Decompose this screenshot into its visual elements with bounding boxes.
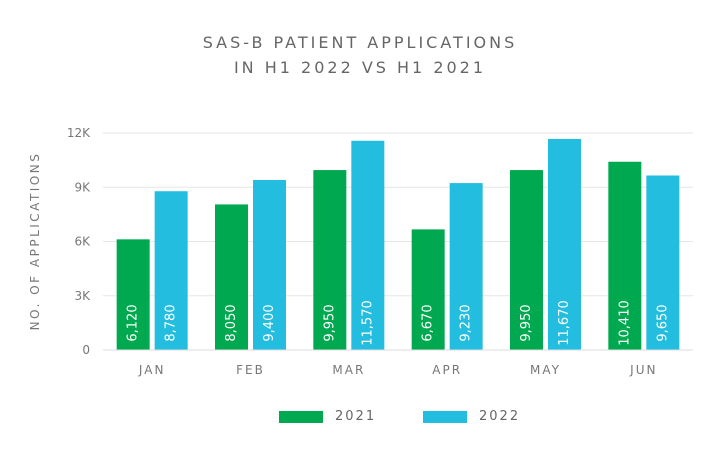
data-label: 11,670	[557, 300, 572, 346]
y-tick-label: 3K	[74, 289, 91, 303]
bar-2021-may	[510, 170, 543, 350]
legend-item-2021: 2021	[279, 409, 376, 424]
bar-2022-jan	[154, 191, 188, 350]
data-label: 8,050	[224, 304, 239, 341]
x-tick-label: APR	[432, 363, 462, 377]
x-tick-label: JAN	[138, 363, 166, 377]
x-tick-label: MAR	[332, 363, 365, 377]
data-label: 6,120	[126, 304, 141, 341]
bar-2021-jun	[608, 161, 642, 350]
bar-2021-apr	[411, 229, 445, 350]
x-tick-label: FEB	[236, 363, 265, 377]
y-tick-label: 9K	[74, 180, 91, 194]
data-label: 8,780	[164, 304, 179, 341]
bar-2022-feb	[253, 180, 286, 350]
bar-2021-jan	[116, 239, 150, 350]
bar-2022-jun	[646, 175, 680, 350]
legend-label-2021: 2021	[335, 409, 377, 424]
bar-2021-mar	[313, 170, 347, 350]
chart-title: SAS-B PATIENT APPLICATIONS	[202, 33, 518, 52]
bar-2022-mar	[351, 140, 385, 350]
data-label: 6,670	[421, 304, 436, 341]
bar-2022-may	[548, 138, 581, 350]
x-tick-label: MAY	[530, 363, 561, 377]
y-axis-label: NO. OF APPLICATIONS	[28, 152, 42, 331]
legend-swatch-2022	[423, 410, 467, 423]
data-label: 10,410	[617, 300, 632, 346]
data-label: 9,230	[459, 304, 474, 341]
legend-swatch-2021	[279, 410, 323, 423]
x-tick-label: JUN	[629, 363, 657, 377]
data-label: 9,950	[519, 304, 534, 341]
data-label: 11,570	[360, 300, 375, 346]
data-label: 9,400	[262, 304, 277, 341]
chart-subtitle: IN H1 2022 VS H1 2021	[233, 58, 487, 77]
legend-label-2022: 2022	[479, 409, 521, 424]
bar-2022-apr	[449, 183, 483, 350]
y-tick-label: 0	[82, 343, 90, 357]
legend-item-2022: 2022	[423, 409, 520, 424]
y-tick-label: 6K	[74, 235, 91, 249]
y-tick-label: 12K	[67, 126, 91, 140]
legend: 2021 2022	[0, 409, 720, 429]
data-label: 9,950	[322, 304, 337, 341]
bar-2021-feb	[215, 204, 248, 350]
data-label: 9,650	[655, 304, 670, 341]
